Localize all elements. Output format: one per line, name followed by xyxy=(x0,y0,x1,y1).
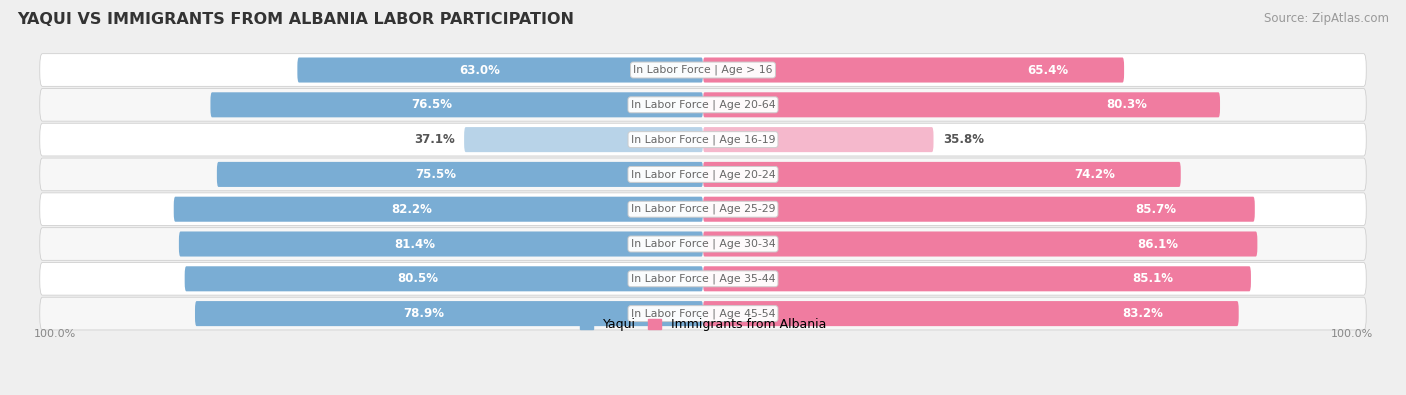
Text: Source: ZipAtlas.com: Source: ZipAtlas.com xyxy=(1264,12,1389,25)
Text: 75.5%: 75.5% xyxy=(415,168,456,181)
Text: In Labor Force | Age 30-34: In Labor Force | Age 30-34 xyxy=(631,239,775,249)
Text: 63.0%: 63.0% xyxy=(460,64,501,77)
FancyBboxPatch shape xyxy=(39,228,1367,260)
Text: In Labor Force | Age 35-44: In Labor Force | Age 35-44 xyxy=(631,274,775,284)
FancyBboxPatch shape xyxy=(297,58,703,83)
FancyBboxPatch shape xyxy=(39,158,1367,191)
Text: In Labor Force | Age 25-29: In Labor Force | Age 25-29 xyxy=(631,204,775,214)
Text: 37.1%: 37.1% xyxy=(413,133,454,146)
Text: 78.9%: 78.9% xyxy=(404,307,444,320)
FancyBboxPatch shape xyxy=(703,58,1123,83)
FancyBboxPatch shape xyxy=(39,193,1367,226)
FancyBboxPatch shape xyxy=(39,262,1367,295)
FancyBboxPatch shape xyxy=(39,123,1367,156)
Text: 100.0%: 100.0% xyxy=(34,329,76,339)
FancyBboxPatch shape xyxy=(211,92,703,117)
FancyBboxPatch shape xyxy=(464,127,703,152)
Text: 100.0%: 100.0% xyxy=(1330,329,1372,339)
Text: 80.3%: 80.3% xyxy=(1107,98,1147,111)
FancyBboxPatch shape xyxy=(703,266,1251,292)
FancyBboxPatch shape xyxy=(39,54,1367,87)
Text: 82.2%: 82.2% xyxy=(391,203,432,216)
Text: In Labor Force | Age 45-54: In Labor Force | Age 45-54 xyxy=(631,308,775,319)
FancyBboxPatch shape xyxy=(184,266,703,292)
FancyBboxPatch shape xyxy=(217,162,703,187)
Text: 85.1%: 85.1% xyxy=(1132,272,1173,285)
Text: In Labor Force | Age 20-24: In Labor Force | Age 20-24 xyxy=(631,169,775,180)
FancyBboxPatch shape xyxy=(195,301,703,326)
Text: 85.7%: 85.7% xyxy=(1135,203,1175,216)
FancyBboxPatch shape xyxy=(39,88,1367,121)
Text: In Labor Force | Age > 16: In Labor Force | Age > 16 xyxy=(633,65,773,75)
Legend: Yaqui, Immigrants from Albania: Yaqui, Immigrants from Albania xyxy=(575,313,831,337)
Text: 76.5%: 76.5% xyxy=(412,98,453,111)
Text: 80.5%: 80.5% xyxy=(398,272,439,285)
FancyBboxPatch shape xyxy=(703,231,1257,256)
Text: In Labor Force | Age 16-19: In Labor Force | Age 16-19 xyxy=(631,134,775,145)
Text: YAQUI VS IMMIGRANTS FROM ALBANIA LABOR PARTICIPATION: YAQUI VS IMMIGRANTS FROM ALBANIA LABOR P… xyxy=(17,12,574,27)
Text: 74.2%: 74.2% xyxy=(1074,168,1115,181)
FancyBboxPatch shape xyxy=(179,231,703,256)
FancyBboxPatch shape xyxy=(703,301,1239,326)
Text: 35.8%: 35.8% xyxy=(943,133,984,146)
Text: 65.4%: 65.4% xyxy=(1028,64,1069,77)
FancyBboxPatch shape xyxy=(703,197,1254,222)
FancyBboxPatch shape xyxy=(39,297,1367,330)
Text: 81.4%: 81.4% xyxy=(394,237,436,250)
FancyBboxPatch shape xyxy=(703,162,1181,187)
FancyBboxPatch shape xyxy=(174,197,703,222)
Text: In Labor Force | Age 20-64: In Labor Force | Age 20-64 xyxy=(631,100,775,110)
Text: 86.1%: 86.1% xyxy=(1137,237,1178,250)
FancyBboxPatch shape xyxy=(703,127,934,152)
FancyBboxPatch shape xyxy=(703,92,1220,117)
Text: 83.2%: 83.2% xyxy=(1122,307,1163,320)
